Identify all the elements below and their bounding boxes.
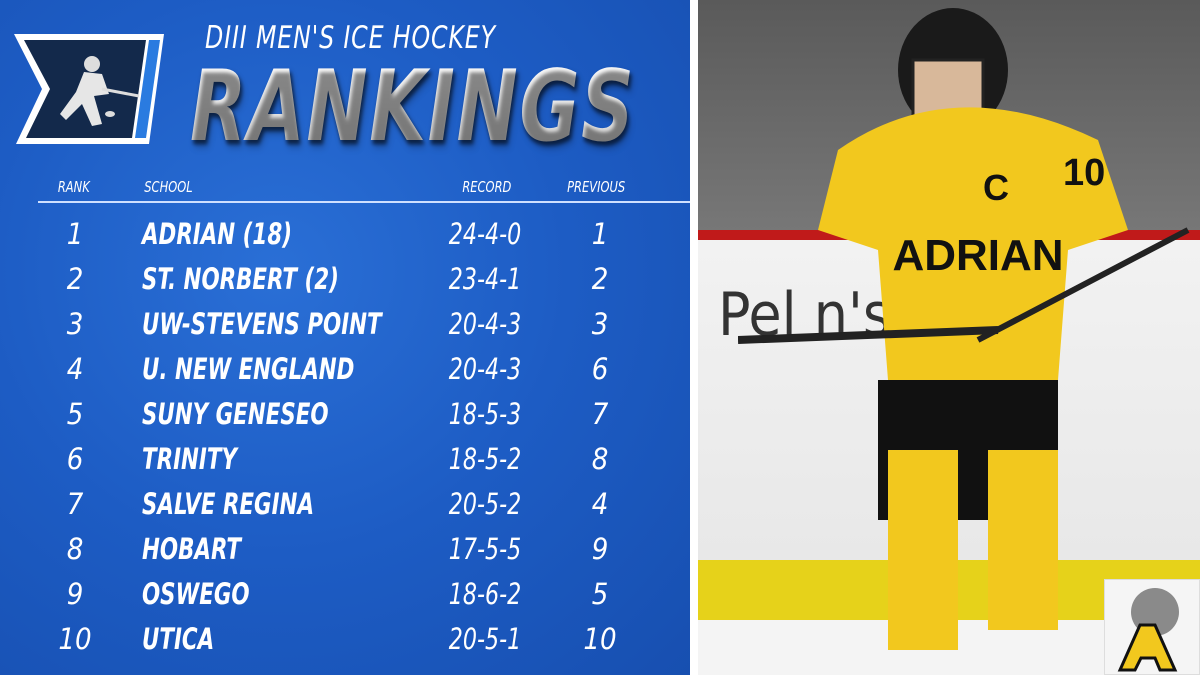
table-row: 1 ADRIAN (18) 24-4-0 1: [0, 214, 690, 254]
jersey-number: 10: [1063, 152, 1105, 194]
col-rank: RANK: [57, 178, 90, 196]
cell-rank: 3: [66, 307, 84, 341]
cell-rank: 1: [66, 217, 84, 251]
table-row: 10 UTICA 20-5-1 10: [0, 619, 690, 659]
cell-school: ST. NORBERT (2): [142, 262, 339, 296]
cell-previous: 9: [591, 532, 609, 566]
cell-rank: 8: [66, 532, 84, 566]
cell-school: SUNY GENESEO: [142, 397, 329, 431]
ncaa-hockey-logo: [14, 34, 164, 144]
subtitle: DIII MEN'S ICE HOCKEY: [205, 20, 496, 56]
cell-record: 23-4-1: [448, 262, 522, 296]
cell-school: UW-STEVENS POINT: [142, 307, 382, 341]
table-row: 9 OSWEGO 18-6-2 5: [0, 574, 690, 614]
cell-previous: 1: [591, 217, 609, 251]
cell-record: 17-5-5: [448, 532, 522, 566]
jersey-text: ADRIAN: [892, 231, 1063, 280]
cell-record: 24-4-0: [448, 217, 522, 251]
table-row: 3 UW-STEVENS POINT 20-4-3 3: [0, 304, 690, 344]
cell-rank: 5: [66, 397, 84, 431]
cell-previous: 10: [583, 622, 617, 656]
table-row: 2 ST. NORBERT (2) 23-4-1 2: [0, 259, 690, 299]
rankings-panel: DIII MEN'S ICE HOCKEY RANKINGS RANK SCHO…: [0, 0, 690, 675]
table-row: 5 SUNY GENESEO 18-5-3 7: [0, 394, 690, 434]
cell-record: 20-5-2: [448, 487, 522, 521]
cell-previous: 2: [591, 262, 609, 296]
cell-school: OSWEGO: [142, 577, 250, 611]
cell-rank: 10: [58, 622, 92, 656]
cell-previous: 7: [591, 397, 609, 431]
adrian-bulldog-logo: [1104, 579, 1200, 675]
cell-record: 20-5-1: [448, 622, 522, 656]
table-row: 4 U. NEW ENGLAND 20-4-3 6: [0, 349, 690, 389]
col-record: RECORD: [462, 178, 512, 196]
hockey-player: ADRIAN C 10: [738, 8, 1190, 650]
cell-rank: 6: [66, 442, 84, 476]
cell-rank: 4: [66, 352, 84, 386]
cell-previous: 6: [591, 352, 609, 386]
cell-record: 20-4-3: [448, 352, 522, 386]
header-divider: [38, 201, 690, 203]
cell-record: 20-4-3: [448, 307, 522, 341]
cell-school: SALVE REGINA: [142, 487, 315, 521]
cell-rank: 7: [66, 487, 84, 521]
cell-record: 18-5-3: [448, 397, 522, 431]
cell-previous: 5: [591, 577, 609, 611]
cell-school: U. NEW ENGLAND: [142, 352, 355, 386]
cell-school: HOBART: [142, 532, 241, 566]
captain-mark: C: [983, 167, 1009, 208]
cell-record: 18-5-2: [448, 442, 522, 476]
cell-school: UTICA: [142, 622, 215, 656]
cell-school: TRINITY: [142, 442, 237, 476]
cell-rank: 2: [66, 262, 84, 296]
table-row: 8 HOBART 17-5-5 9: [0, 529, 690, 569]
cell-record: 18-6-2: [448, 577, 522, 611]
cell-previous: 3: [591, 307, 609, 341]
cell-school: ADRIAN (18): [142, 217, 292, 251]
cell-previous: 8: [591, 442, 609, 476]
page-title: RANKINGS: [190, 50, 636, 164]
table-row: 6 TRINITY 18-5-2 8: [0, 439, 690, 479]
table-row: 7 SALVE REGINA 20-5-2 4: [0, 484, 690, 524]
cell-rank: 9: [66, 577, 84, 611]
col-school: SCHOOL: [144, 178, 193, 196]
cell-previous: 4: [591, 487, 609, 521]
col-previous: PREVIOUS: [567, 178, 626, 196]
player-photo: Pel n's ADRIAN C 10: [698, 0, 1200, 675]
